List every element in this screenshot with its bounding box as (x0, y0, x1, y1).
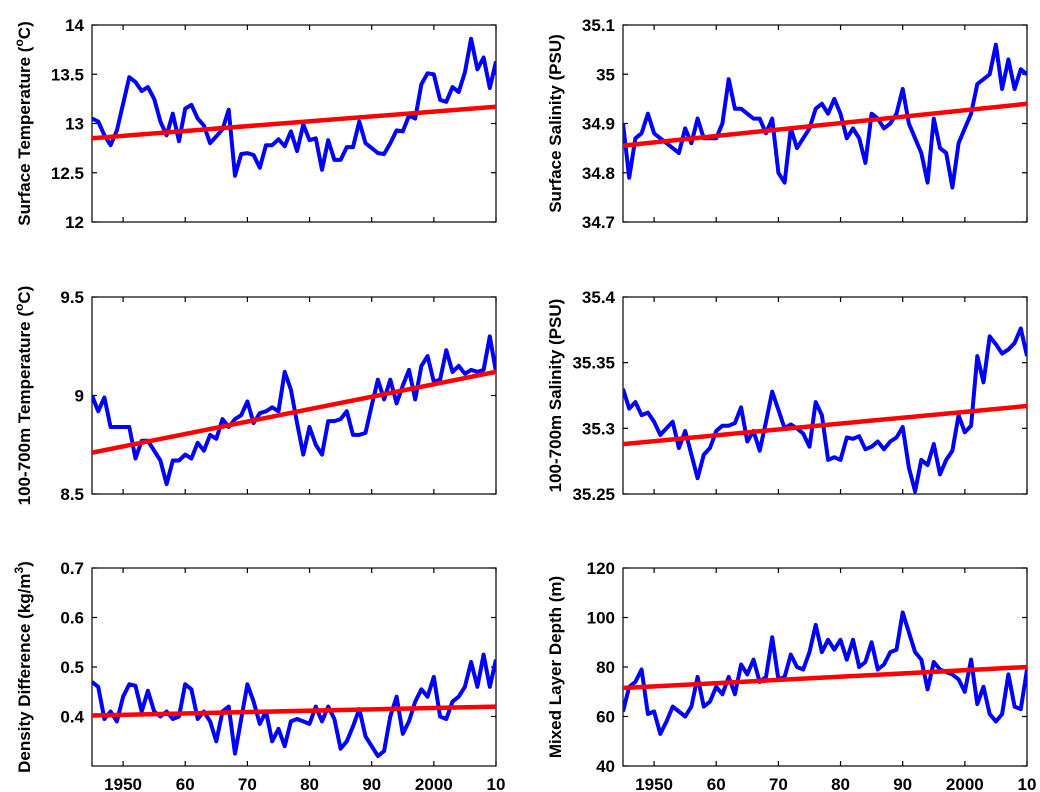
y-tick-label: 35.4 (582, 288, 616, 307)
chart-panel-3: 8.5 9 9.5 100-700m Temperature (oC) (12, 286, 497, 506)
x-tick-label: 1950 (635, 775, 673, 792)
x-tick-label: 2000 (946, 775, 984, 792)
trend-line (92, 104, 496, 141)
y-tick-label: 34.9 (582, 115, 615, 134)
x-tick-label: 10 (487, 775, 506, 792)
x-tick-label: 80 (300, 775, 319, 792)
y-tick-label: 0.7 (60, 559, 84, 578)
x-tick-label: 1950 (104, 775, 142, 792)
chart-panel-5: 1950 60 70 80 90 2000 10 0.4 0.5 0.6 0.7 Density Di… (12, 559, 505, 792)
trend-line (623, 101, 1027, 148)
y-tick-label: 35 (596, 65, 615, 84)
plot-frame (622, 296, 1028, 495)
x-tick-label: 90 (893, 775, 912, 792)
trend-line (623, 403, 1027, 447)
data-series-line (623, 42, 1027, 190)
y-tick-label: 13 (65, 115, 84, 134)
y-tick-label: 0.6 (60, 609, 84, 628)
chart-panel-4: 35.25 35.3 35.35 35.4 100-700m Salinity (PSU… (546, 288, 1028, 504)
y-tick-label: 34.7 (582, 213, 615, 232)
y-axis-label: 100-700m Temperature (oC) (12, 286, 34, 506)
x-tick-label: 2000 (415, 775, 453, 792)
data-series-line (623, 610, 1027, 736)
y-tick-label: 35.3 (582, 419, 615, 438)
y-tick-label: 80 (596, 658, 615, 677)
y-tick-label: 35.1 (582, 16, 615, 35)
y-tick-label: 9.5 (60, 288, 84, 307)
y-tick-label: 60 (596, 708, 615, 727)
y-tick-label: 34.8 (582, 164, 615, 183)
plot-frame (622, 567, 1028, 767)
y-tick-label: 13.5 (51, 65, 84, 84)
data-series-line (92, 334, 496, 487)
y-tick-label: 12 (65, 213, 84, 232)
x-tick-label: 70 (769, 775, 788, 792)
x-tick-label: 80 (831, 775, 850, 792)
data-series-line (623, 326, 1027, 494)
trend-line (623, 664, 1027, 691)
y-tick-label: 40 (596, 757, 615, 776)
y-tick-label: 100 (587, 609, 615, 628)
y-tick-label: 35.35 (572, 354, 615, 373)
y-axis-label: Surface Salinity (PSU) (546, 34, 565, 213)
y-tick-label: 35.25 (572, 485, 615, 504)
chart-panel-1: 12 12.5 13 13.5 14 Surface Temperature (oC) (12, 16, 497, 232)
y-tick-label: 8.5 (60, 485, 84, 504)
x-tick-label: 90 (362, 775, 381, 792)
y-tick-label: 14 (65, 16, 84, 35)
y-axis-label: Density Difference (kg/m3) (12, 561, 34, 773)
x-tick-label: 60 (707, 775, 726, 792)
y-axis-label: Surface Temperature (oC) (12, 21, 34, 226)
data-series-line (92, 36, 496, 178)
x-tick-label: 70 (238, 775, 257, 792)
trend-line (92, 704, 496, 718)
plot-frame (91, 567, 497, 767)
chart-panel-2: 34.7 34.8 34.9 35 35.1 Surface Salinity (PSU) (546, 16, 1028, 232)
data-series-line (92, 652, 496, 759)
y-tick-label: 9 (75, 387, 84, 406)
y-tick-label: 0.4 (60, 708, 84, 727)
y-axis-label: Mixed Layer Depth (m) (546, 576, 565, 758)
trend-line (92, 369, 496, 455)
chart-panel-6: 1950 60 70 80 90 2000 10 40 60 80 100 120 Mixed Laye… (546, 559, 1036, 792)
x-tick-label: 60 (176, 775, 195, 792)
y-tick-label: 0.5 (60, 658, 84, 677)
y-axis-label: 100-700m Salinity (PSU) (546, 299, 565, 493)
y-tick-label: 12.5 (51, 164, 84, 183)
y-tick-label: 120 (587, 559, 615, 578)
x-tick-label: 10 (1018, 775, 1037, 792)
